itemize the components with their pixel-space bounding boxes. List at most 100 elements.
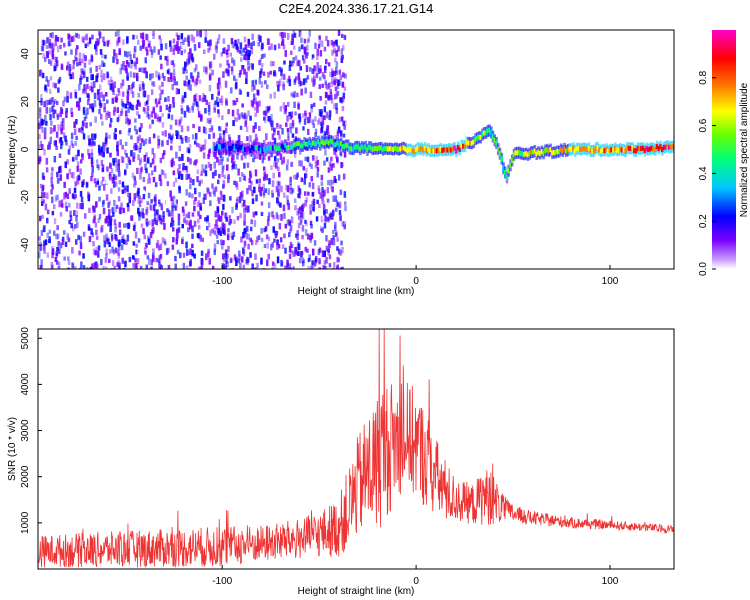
noise-speckle [226, 53, 229, 59]
noise-speckle [221, 243, 224, 250]
noise-speckle [207, 105, 211, 112]
noise-speckle [249, 115, 252, 121]
noise-speckle [135, 129, 138, 135]
noise-speckle [316, 172, 319, 178]
noise-speckle [74, 224, 77, 229]
noise-speckle [91, 172, 94, 177]
noise-speckle [292, 250, 295, 257]
noise-speckle [284, 184, 288, 191]
noise-speckle [54, 39, 57, 47]
noise-speckle [279, 153, 283, 160]
noise-speckle [118, 262, 121, 269]
noise-speckle [203, 193, 206, 200]
noise-speckle [105, 136, 108, 142]
noise-speckle [68, 220, 71, 225]
ridge-cell [498, 151, 502, 157]
ridge-cell [465, 140, 469, 145]
noise-speckle [197, 211, 200, 216]
noise-speckle [277, 130, 280, 136]
noise-speckle [191, 106, 195, 113]
noise-speckle [214, 224, 217, 230]
noise-speckle [203, 144, 206, 150]
noise-speckle [270, 153, 274, 158]
ridge-cell [654, 147, 657, 153]
ridge-cell [266, 145, 270, 151]
noise-speckle [51, 268, 55, 269]
noise-speckle [305, 65, 309, 72]
noise-speckle [258, 178, 261, 184]
ridge-cell [456, 145, 460, 150]
noise-speckle [320, 181, 324, 186]
noise-speckle [109, 152, 112, 158]
noise-speckle [249, 62, 253, 69]
noise-speckle [208, 222, 211, 228]
noise-speckle [75, 32, 78, 38]
noise-speckle [286, 159, 289, 165]
noise-speckle [314, 258, 318, 263]
noise-speckle [325, 92, 328, 97]
noise-speckle [250, 180, 253, 185]
noise-speckle [335, 91, 338, 99]
noise-speckle [112, 56, 115, 63]
noise-speckle [105, 233, 108, 241]
ridge-cell [655, 144, 659, 150]
noise-speckle [49, 60, 53, 66]
noise-speckle [91, 166, 94, 173]
noise-speckle [176, 34, 180, 41]
noise-speckle [340, 240, 343, 246]
noise-speckle [243, 112, 247, 120]
noise-speckle [132, 156, 135, 162]
noise-speckle [219, 230, 223, 236]
noise-speckle [191, 225, 194, 233]
ridge-cell [362, 145, 366, 151]
noise-speckle [186, 101, 190, 107]
noise-speckle [300, 88, 303, 96]
noise-speckle [164, 56, 167, 61]
noise-speckle [201, 237, 204, 243]
noise-speckle [61, 238, 65, 246]
noise-speckle [128, 196, 131, 204]
noise-speckle [259, 189, 262, 195]
noise-speckle [166, 208, 169, 213]
noise-speckle [286, 127, 290, 133]
noise-speckle [159, 217, 163, 225]
noise-speckle [143, 247, 147, 254]
noise-speckle [150, 53, 154, 58]
noise-speckle [143, 186, 146, 192]
noise-speckle [251, 80, 254, 87]
noise-speckle [218, 34, 221, 40]
noise-speckle [308, 112, 312, 118]
noise-speckle [289, 60, 292, 67]
noise-speckle [171, 211, 174, 218]
noise-speckle [252, 99, 256, 105]
noise-speckle [157, 72, 161, 79]
noise-speckle [150, 89, 154, 95]
noise-speckle [203, 168, 206, 174]
noise-speckle [198, 167, 201, 174]
noise-speckle [120, 98, 124, 106]
noise-speckle [195, 64, 198, 71]
noise-speckle [73, 210, 76, 216]
noise-speckle [101, 60, 104, 67]
noise-speckle [88, 138, 91, 146]
noise-speckle [44, 203, 48, 211]
noise-speckle [66, 235, 69, 241]
noise-speckle [126, 234, 130, 242]
noise-speckle [217, 227, 220, 234]
noise-speckle [327, 248, 330, 253]
noise-speckle [304, 156, 307, 161]
noise-speckle [333, 47, 336, 54]
noise-speckle [130, 215, 134, 221]
noise-speckle [97, 250, 100, 258]
noise-speckle [187, 250, 191, 256]
noise-speckle [220, 158, 223, 165]
noise-speckle [75, 239, 78, 245]
noise-speckle [226, 261, 229, 267]
ridge-cell [627, 145, 631, 151]
noise-speckle [279, 106, 283, 112]
noise-speckle [187, 35, 190, 42]
noise-speckle [225, 122, 228, 127]
noise-speckle [342, 44, 345, 51]
ridge-cell [310, 142, 313, 148]
